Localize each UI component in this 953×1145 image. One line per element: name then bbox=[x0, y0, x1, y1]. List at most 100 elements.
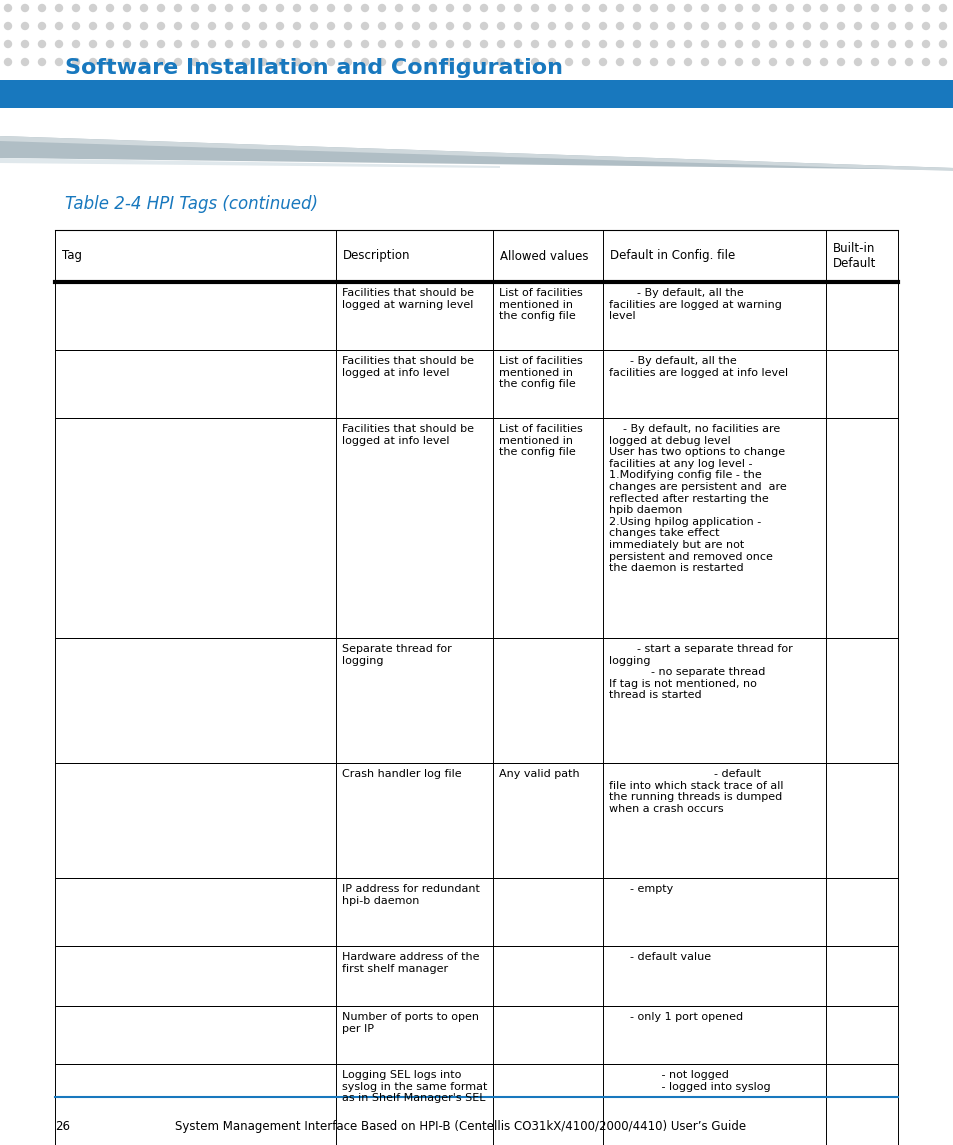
Circle shape bbox=[192, 58, 198, 65]
Circle shape bbox=[887, 40, 895, 47]
Circle shape bbox=[310, 5, 317, 11]
Circle shape bbox=[294, 58, 300, 65]
Circle shape bbox=[531, 23, 537, 30]
Circle shape bbox=[123, 5, 131, 11]
Text: - only 1 port opened: - only 1 port opened bbox=[608, 1012, 742, 1022]
Text: - empty: - empty bbox=[608, 884, 673, 894]
Text: System Management Interface Based on HPI-B (Centellis CO31kX/4100/2000/4410) Use: System Management Interface Based on HPI… bbox=[174, 1120, 745, 1134]
Circle shape bbox=[174, 23, 181, 30]
Circle shape bbox=[598, 23, 606, 30]
Circle shape bbox=[598, 40, 606, 47]
Text: Hardware address of the
first shelf manager: Hardware address of the first shelf mana… bbox=[341, 951, 478, 973]
Circle shape bbox=[55, 40, 63, 47]
Circle shape bbox=[700, 5, 708, 11]
Text: Software Installation and Configuration: Software Installation and Configuration bbox=[65, 58, 562, 78]
Circle shape bbox=[700, 58, 708, 65]
Circle shape bbox=[700, 40, 708, 47]
Text: List of facilities
mentioned in
the config file: List of facilities mentioned in the conf… bbox=[498, 289, 582, 322]
Circle shape bbox=[871, 40, 878, 47]
Circle shape bbox=[514, 40, 521, 47]
Circle shape bbox=[22, 40, 29, 47]
Circle shape bbox=[497, 23, 504, 30]
Circle shape bbox=[802, 23, 810, 30]
Circle shape bbox=[123, 40, 131, 47]
Circle shape bbox=[531, 5, 537, 11]
Circle shape bbox=[939, 58, 945, 65]
Circle shape bbox=[820, 23, 826, 30]
Circle shape bbox=[802, 58, 810, 65]
Circle shape bbox=[259, 58, 266, 65]
Circle shape bbox=[192, 40, 198, 47]
Circle shape bbox=[480, 23, 487, 30]
Circle shape bbox=[752, 58, 759, 65]
Circle shape bbox=[90, 58, 96, 65]
Circle shape bbox=[922, 23, 928, 30]
Circle shape bbox=[718, 58, 724, 65]
Text: - not logged
               - logged into syslog: - not logged - logged into syslog bbox=[608, 1069, 770, 1091]
Circle shape bbox=[700, 23, 708, 30]
Circle shape bbox=[344, 23, 351, 30]
Circle shape bbox=[514, 58, 521, 65]
Text: - default value: - default value bbox=[608, 951, 710, 962]
Text: Facilities that should be
logged at warning level: Facilities that should be logged at warn… bbox=[341, 289, 474, 309]
Text: Built-in
Default: Built-in Default bbox=[833, 242, 876, 270]
Circle shape bbox=[854, 23, 861, 30]
Circle shape bbox=[497, 5, 504, 11]
Circle shape bbox=[531, 40, 537, 47]
Circle shape bbox=[174, 58, 181, 65]
Circle shape bbox=[209, 40, 215, 47]
Circle shape bbox=[294, 5, 300, 11]
Circle shape bbox=[871, 5, 878, 11]
Circle shape bbox=[5, 58, 11, 65]
Circle shape bbox=[55, 58, 63, 65]
Circle shape bbox=[446, 58, 453, 65]
Circle shape bbox=[209, 23, 215, 30]
Circle shape bbox=[514, 23, 521, 30]
Circle shape bbox=[361, 40, 368, 47]
Circle shape bbox=[107, 58, 113, 65]
Circle shape bbox=[242, 58, 250, 65]
Circle shape bbox=[633, 23, 639, 30]
Circle shape bbox=[344, 5, 351, 11]
Circle shape bbox=[718, 23, 724, 30]
Circle shape bbox=[327, 40, 335, 47]
Circle shape bbox=[667, 23, 674, 30]
Circle shape bbox=[157, 40, 164, 47]
Circle shape bbox=[548, 58, 555, 65]
Circle shape bbox=[174, 40, 181, 47]
Circle shape bbox=[242, 23, 250, 30]
Circle shape bbox=[90, 5, 96, 11]
Circle shape bbox=[837, 58, 843, 65]
Circle shape bbox=[361, 5, 368, 11]
Text: - By default, no facilities are
logged at debug level
User has two options to ch: - By default, no facilities are logged a… bbox=[608, 424, 786, 574]
Circle shape bbox=[887, 23, 895, 30]
Circle shape bbox=[344, 58, 351, 65]
Circle shape bbox=[463, 40, 470, 47]
Text: 26: 26 bbox=[55, 1120, 70, 1134]
Circle shape bbox=[633, 5, 639, 11]
Circle shape bbox=[667, 5, 674, 11]
Circle shape bbox=[667, 58, 674, 65]
Text: List of facilities
mentioned in
the config file: List of facilities mentioned in the conf… bbox=[498, 356, 582, 389]
Circle shape bbox=[548, 23, 555, 30]
Text: - By default, all the
facilities are logged at warning
level: - By default, all the facilities are log… bbox=[608, 289, 781, 322]
Circle shape bbox=[344, 40, 351, 47]
Circle shape bbox=[242, 40, 250, 47]
Circle shape bbox=[72, 5, 79, 11]
Circle shape bbox=[887, 58, 895, 65]
Circle shape bbox=[820, 40, 826, 47]
Circle shape bbox=[429, 40, 436, 47]
Circle shape bbox=[837, 23, 843, 30]
Text: - By default, all the
facilities are logged at info level: - By default, all the facilities are log… bbox=[608, 356, 787, 378]
Circle shape bbox=[361, 23, 368, 30]
Circle shape bbox=[718, 5, 724, 11]
Circle shape bbox=[769, 5, 776, 11]
Circle shape bbox=[769, 58, 776, 65]
Circle shape bbox=[38, 23, 46, 30]
Circle shape bbox=[429, 5, 436, 11]
Circle shape bbox=[718, 40, 724, 47]
Polygon shape bbox=[0, 136, 953, 169]
Circle shape bbox=[174, 5, 181, 11]
Circle shape bbox=[38, 5, 46, 11]
Circle shape bbox=[107, 40, 113, 47]
